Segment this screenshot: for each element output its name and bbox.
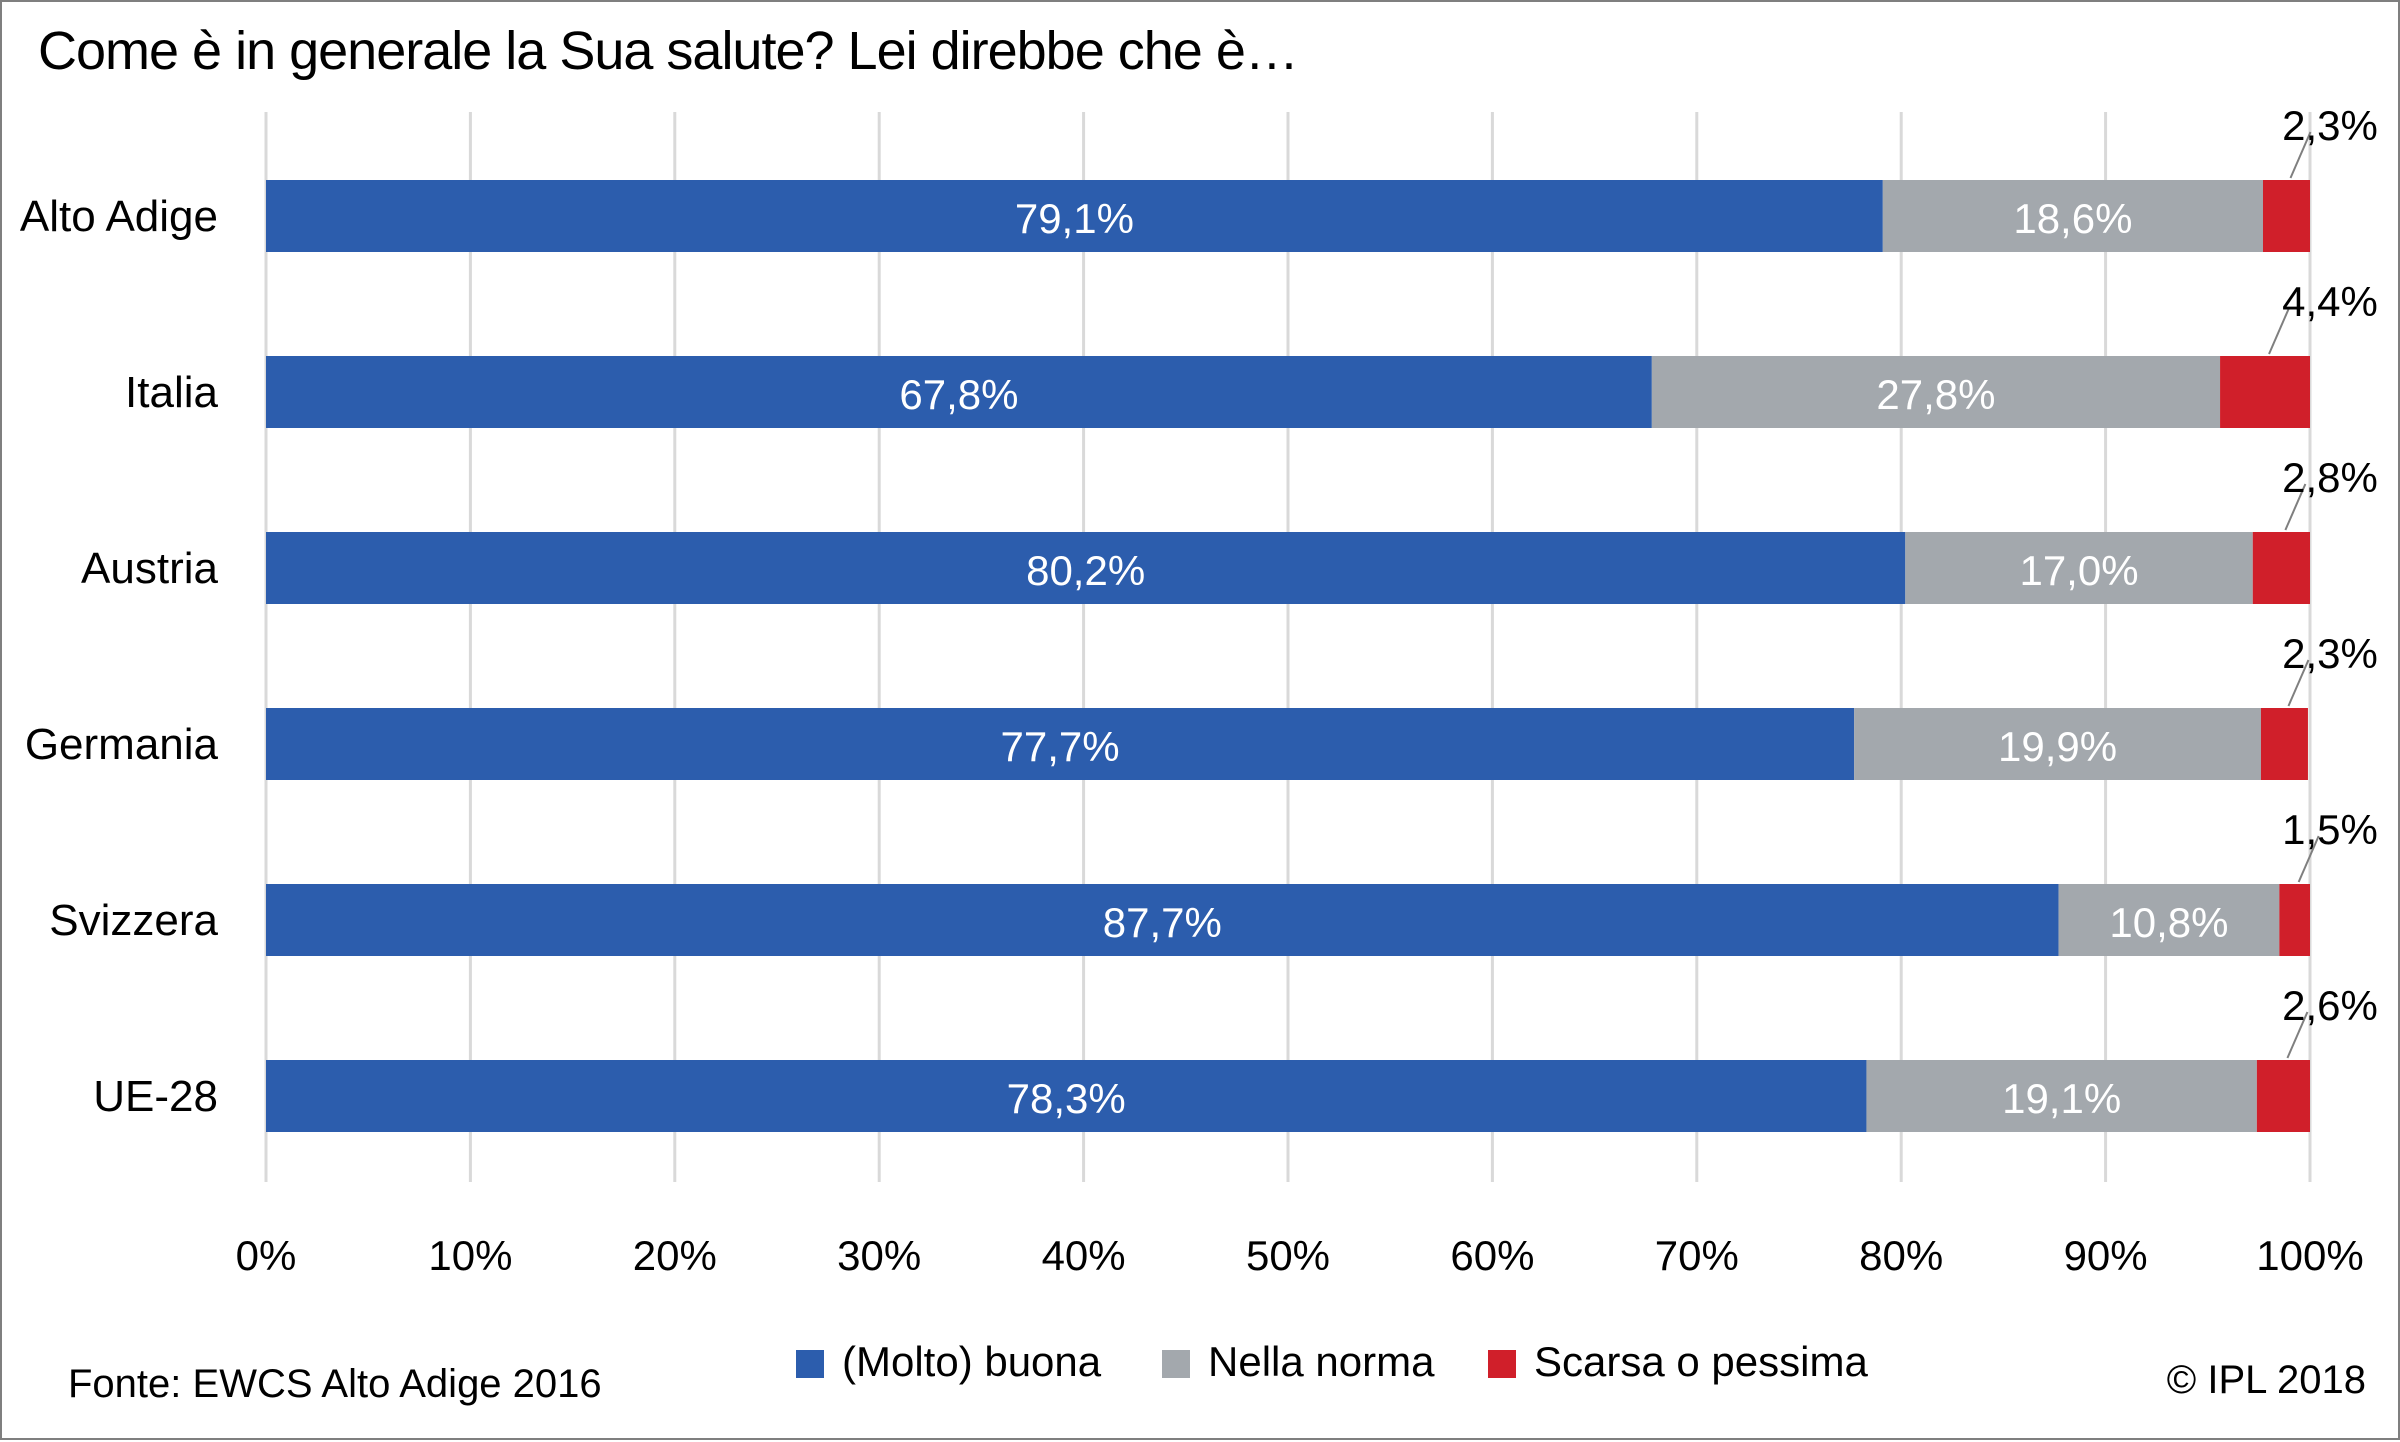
- data-label: 27,8%: [1876, 371, 1995, 418]
- data-label: 18,6%: [2013, 195, 2132, 242]
- category-label: Italia: [125, 368, 218, 417]
- data-label: 17,0%: [2019, 547, 2138, 594]
- category-label: Austria: [81, 544, 218, 593]
- bar-segment: [2260, 708, 2308, 780]
- legend-label: Scarsa o pessima: [1534, 1338, 1868, 1385]
- data-label: 2,3%: [2282, 102, 2378, 149]
- source-note: Fonte: EWCS Alto Adige 2016: [68, 1362, 602, 1406]
- x-tick-label: 50%: [1246, 1232, 1330, 1279]
- bar-segment: [266, 356, 1652, 428]
- bar-segment: [1651, 356, 2221, 428]
- category-label: Alto Adige: [20, 192, 218, 241]
- legend-swatch: [1162, 1350, 1190, 1378]
- bar-segment: [2262, 180, 2310, 252]
- bar-segment: [1866, 1060, 2257, 1132]
- bar-segment: [266, 1060, 1867, 1132]
- data-label: 67,8%: [899, 371, 1018, 418]
- bar-segment: [2220, 356, 2310, 428]
- data-label: 79,1%: [1015, 195, 1134, 242]
- data-label: 80,2%: [1026, 547, 1145, 594]
- chart-title: Come è in generale la Sua salute? Lei di…: [38, 21, 1299, 81]
- bar-segment: [2256, 1060, 2310, 1132]
- leader-line: [2268, 307, 2290, 355]
- bar-segment: [1854, 708, 2261, 780]
- data-label: 78,3%: [1007, 1075, 1126, 1122]
- x-tick-label: 60%: [1450, 1232, 1534, 1279]
- x-tick-label: 100%: [2256, 1232, 2363, 1279]
- data-label: 19,1%: [2002, 1075, 2121, 1122]
- bar-segment: [266, 884, 2059, 956]
- copyright-note: © IPL 2018: [2166, 1358, 2366, 1402]
- data-label: 4,4%: [2282, 278, 2378, 325]
- bar-segment: [2058, 884, 2280, 956]
- bar-segment: [1905, 532, 2253, 604]
- bar-segment: [266, 180, 1883, 252]
- x-tick-label: 70%: [1655, 1232, 1739, 1279]
- legend-swatch: [1488, 1350, 1516, 1378]
- bar-segment: [266, 708, 1855, 780]
- leader-line: [2286, 1011, 2309, 1059]
- leader-line: [2284, 483, 2307, 531]
- data-label: 19,9%: [1998, 723, 2117, 770]
- bar-segment: [1882, 180, 2263, 252]
- bar-segment: [2279, 884, 2310, 956]
- data-label: 2,3%: [2282, 630, 2378, 677]
- leader-line: [2287, 659, 2310, 707]
- category-label: UE-28: [93, 1072, 218, 1121]
- bar-segment: [266, 532, 1906, 604]
- data-label: 1,5%: [2282, 806, 2378, 853]
- x-tick-label: 30%: [837, 1232, 921, 1279]
- category-label: Svizzera: [49, 896, 218, 945]
- data-label: 77,7%: [1001, 723, 1120, 770]
- data-label: 2,6%: [2282, 982, 2378, 1029]
- x-tick-label: 40%: [1042, 1232, 1126, 1279]
- legend-label: (Molto) buona: [842, 1338, 1102, 1385]
- leader-line: [2289, 131, 2312, 179]
- x-tick-label: 80%: [1859, 1232, 1943, 1279]
- category-label: Germania: [25, 720, 219, 769]
- bar-segment: [2252, 532, 2310, 604]
- x-tick-label: 0%: [236, 1232, 297, 1279]
- legend-swatch: [796, 1350, 824, 1378]
- data-label: 2,8%: [2282, 454, 2378, 501]
- data-label: 87,7%: [1103, 899, 1222, 946]
- leader-line: [2297, 835, 2320, 883]
- legend-label: Nella norma: [1208, 1338, 1435, 1385]
- x-tick-label: 20%: [633, 1232, 717, 1279]
- x-tick-label: 90%: [2064, 1232, 2148, 1279]
- x-tick-label: 10%: [428, 1232, 512, 1279]
- data-label: 10,8%: [2109, 899, 2228, 946]
